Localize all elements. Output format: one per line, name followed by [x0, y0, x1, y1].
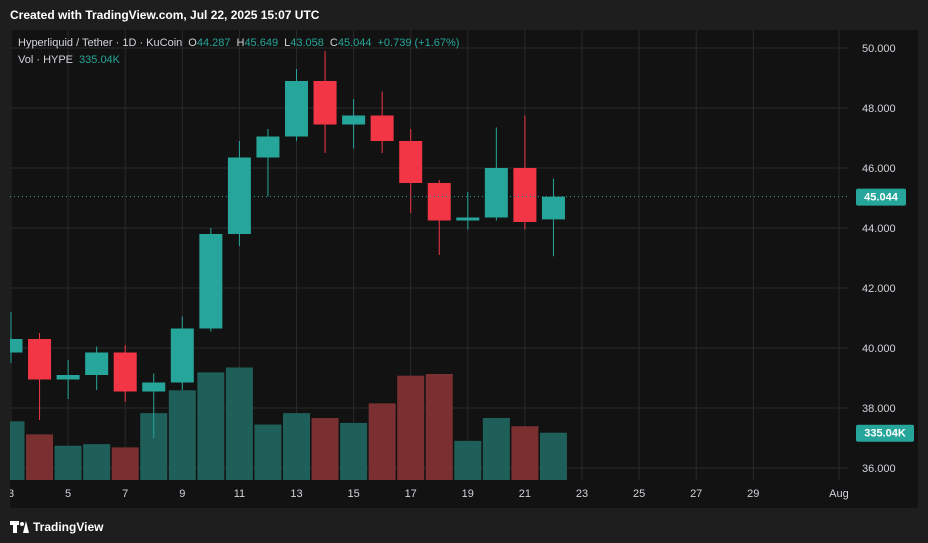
time-tick-label-14: Aug — [829, 488, 849, 500]
volume-bar-15 — [425, 374, 453, 480]
volume-bar-4 — [111, 447, 139, 480]
low-value: 43.058 — [290, 37, 324, 49]
chart-header: Created with TradingView.com, Jul 22, 20… — [0, 0, 928, 30]
volume-bar-7 — [197, 372, 225, 480]
time-tick-label-12: 27 — [690, 488, 702, 500]
created-with-title: Created with TradingView.com, Jul 22, 20… — [10, 8, 320, 22]
candle-body-1 — [28, 339, 52, 380]
price-tick-label-7: 50.000 — [862, 43, 896, 55]
time-tick-label-1: 5 — [65, 488, 71, 500]
chart-pane[interactable]: 36.000 38.000 40.000 42.000 44.000 46.000 48.0… — [10, 30, 918, 508]
candle-body-10 — [285, 81, 308, 137]
candle-body-15 — [427, 183, 451, 221]
volume-bars — [10, 367, 567, 480]
price-tick-label-5: 46.000 — [862, 163, 896, 175]
ohlc-legend-row: Hyperliquid / Tether · 1D · KuCoin O44.28… — [18, 35, 459, 52]
tradingview-brand: TradingView — [33, 519, 104, 534]
candle-body-11 — [313, 81, 337, 125]
volume-bar-19 — [539, 432, 567, 480]
last-price-badge-label: 45.044 — [864, 192, 899, 204]
time-tick-label-6: 15 — [347, 488, 359, 500]
price-tick-label-0: 36.000 — [862, 463, 896, 475]
time-axis[interactable]: 3 5 7 9 11 13 15 17 19 21 23 25 27 29 Aug — [10, 488, 849, 500]
time-tick-label-0: 3 — [10, 488, 14, 500]
volume-bar-2 — [54, 445, 82, 480]
time-tick-label-5: 13 — [290, 488, 302, 500]
candle-body-19 — [541, 196, 565, 220]
price-tick-label-6: 48.000 — [862, 103, 896, 115]
volume-bar-12 — [340, 422, 368, 480]
volume-bar-1 — [26, 434, 54, 480]
volume-bar-16 — [454, 440, 482, 480]
candle-body-17 — [484, 168, 508, 218]
volume-legend-row: Vol · HYPE 335.04K — [18, 52, 459, 69]
volume-bar-3 — [83, 444, 111, 480]
candle-body-7 — [199, 234, 223, 329]
candle-body-5 — [142, 382, 166, 392]
high-value: 45.649 — [244, 37, 279, 49]
candle-body-3 — [85, 352, 109, 375]
candle-body-6 — [170, 328, 194, 383]
time-tick-label-2: 7 — [122, 488, 128, 500]
time-tick-label-11: 25 — [633, 488, 645, 500]
candle-body-4 — [113, 352, 137, 392]
last-price-badge — [856, 188, 906, 206]
chart-legend: Hyperliquid / Tether · 1D · KuCoin O44.28… — [18, 35, 459, 69]
volume-bar-6 — [168, 390, 196, 480]
volume-bar-11 — [311, 418, 339, 480]
candle-body-16 — [456, 217, 480, 221]
candlestick-chart[interactable]: 36.000 38.000 40.000 42.000 44.000 46.000 48.0… — [10, 30, 918, 508]
candle-body-18 — [513, 168, 537, 222]
tradingview-logo-icon — [10, 520, 30, 533]
volume-bar-18 — [511, 426, 539, 480]
low-label: L — [284, 37, 291, 49]
price-candles — [10, 51, 565, 438]
open-value: 44.287 — [196, 37, 231, 49]
candle-body-14 — [399, 141, 423, 183]
candle-body-9 — [256, 136, 280, 158]
open-label: O — [188, 37, 197, 49]
volume-bar-13 — [368, 403, 396, 480]
candle-body-8 — [227, 157, 251, 234]
time-tick-label-13: 29 — [747, 488, 759, 500]
time-tick-label-9: 21 — [519, 488, 531, 500]
price-tick-label-3: 42.000 — [862, 283, 896, 295]
close-value: 45.044 — [337, 37, 372, 49]
volume-bar-0 — [10, 421, 25, 480]
tradingview-logo[interactable]: TradingView — [10, 517, 103, 535]
candle-body-2 — [56, 375, 80, 380]
grid-lines — [10, 30, 848, 480]
last-volume-badge-label: 335.04K — [864, 428, 906, 440]
price-axis[interactable]: 36.000 38.000 40.000 42.000 44.000 46.000 48.0… — [856, 43, 914, 475]
price-tick-label-1: 38.000 — [862, 403, 896, 415]
volume-bar-14 — [397, 375, 425, 480]
candle-body-12 — [342, 115, 366, 125]
price-tick-label-2: 40.000 — [862, 343, 896, 355]
candle-body-0 — [10, 339, 23, 353]
volume-value: 335.04K — [79, 54, 121, 66]
last-volume-badge — [856, 424, 914, 442]
footer: TradingView — [0, 508, 928, 543]
volume-bar-17 — [482, 418, 510, 480]
price-tick-label-4: 44.000 — [862, 223, 896, 235]
volume-bar-9 — [254, 424, 282, 480]
time-tick-label-4: 11 — [234, 488, 245, 500]
time-tick-label-3: 9 — [179, 488, 185, 500]
symbol-label: Hyperliquid / Tether · 1D · KuCoin — [18, 37, 183, 49]
time-tick-label-7: 17 — [405, 488, 417, 500]
time-tick-label-10: 23 — [576, 488, 588, 500]
volume-bar-8 — [225, 367, 253, 480]
volume-label: Vol · HYPE — [18, 54, 74, 66]
volume-bar-10 — [283, 413, 310, 480]
change-value: +0.739 (+1.67%) — [377, 37, 460, 49]
time-tick-label-8: 19 — [462, 488, 474, 500]
close-label: C — [329, 37, 338, 49]
candle-body-13 — [370, 115, 394, 141]
high-label: H — [236, 37, 245, 49]
